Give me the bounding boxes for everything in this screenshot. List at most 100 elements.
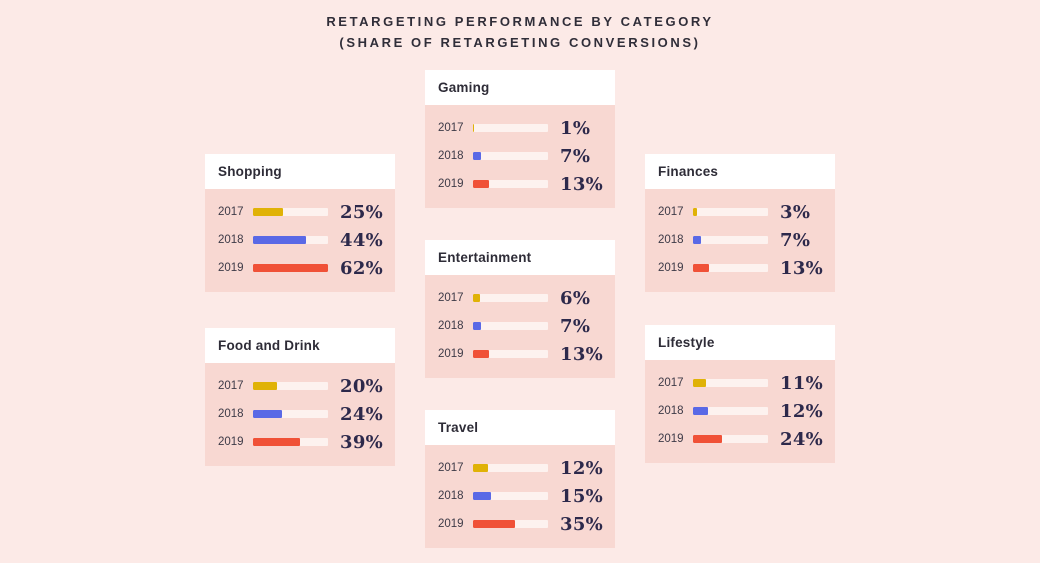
year-label: 2019	[658, 262, 684, 274]
value-label: 13%	[560, 343, 604, 365]
bar-row: 2018 7%	[425, 142, 615, 170]
bar-row: 2017 1%	[425, 114, 615, 142]
bar-row: 2019 13%	[645, 254, 835, 282]
bar-track	[253, 236, 328, 244]
value-label: 12%	[560, 457, 604, 479]
bar-fill	[693, 435, 723, 443]
year-label: 2017	[658, 377, 684, 389]
bar-track	[473, 152, 548, 160]
category-card-finances: Finances 2017 3% 2018 7% 2019 13%	[645, 154, 835, 292]
value-label: 20%	[340, 375, 384, 397]
value-label: 15%	[560, 485, 604, 507]
bar-track	[253, 382, 328, 390]
chart-title-line2: (SHARE OF RETARGETING CONVERSIONS)	[339, 35, 701, 50]
bar-row: 2017 20%	[205, 372, 395, 400]
value-label: 39%	[340, 431, 384, 453]
year-label: 2019	[438, 348, 464, 360]
category-card-lifestyle: Lifestyle 2017 11% 2018 12% 2019 24%	[645, 325, 835, 463]
year-label: 2019	[438, 518, 464, 530]
bar-row: 2019 62%	[205, 254, 395, 282]
bar-row: 2019 35%	[425, 510, 615, 538]
bar-track	[473, 322, 548, 330]
category-card-shopping: Shopping 2017 25% 2018 44% 2019 62%	[205, 154, 395, 292]
bar-row: 2017 12%	[425, 454, 615, 482]
category-card-title: Food and Drink	[218, 338, 320, 353]
bar-track	[473, 294, 548, 302]
category-card-body: 2017 6% 2018 7% 2019 13%	[425, 275, 615, 378]
category-card-travel: Travel 2017 12% 2018 15% 2019 35%	[425, 410, 615, 548]
bar-track	[253, 208, 328, 216]
category-card-body: 2017 25% 2018 44% 2019 62%	[205, 189, 395, 292]
category-card-body: 2017 12% 2018 15% 2019 35%	[425, 445, 615, 548]
bar-track	[253, 438, 328, 446]
category-card-body: 2017 11% 2018 12% 2019 24%	[645, 360, 835, 463]
year-label: 2017	[438, 462, 464, 474]
bar-fill	[253, 438, 301, 446]
category-card-title: Shopping	[218, 164, 282, 179]
value-label: 7%	[780, 229, 811, 251]
year-label: 2017	[438, 122, 464, 134]
category-card-title: Lifestyle	[658, 335, 715, 350]
bar-track	[473, 124, 548, 132]
year-label: 2019	[438, 178, 464, 190]
value-label: 6%	[560, 287, 591, 309]
bar-fill	[473, 180, 489, 188]
bar-row: 2018 7%	[645, 226, 835, 254]
bar-fill	[693, 407, 708, 415]
value-label: 25%	[340, 201, 384, 223]
year-label: 2018	[438, 490, 464, 502]
bar-fill	[473, 322, 482, 330]
bar-row: 2019 24%	[645, 425, 835, 453]
bar-track	[473, 520, 548, 528]
bar-fill	[693, 208, 697, 216]
bar-fill	[693, 379, 707, 387]
bar-fill	[473, 464, 488, 472]
value-label: 12%	[780, 400, 824, 422]
bar-row: 2018 24%	[205, 400, 395, 428]
chart-title-line1: RETARGETING PERFORMANCE BY CATEGORY	[326, 14, 714, 29]
bar-row: 2018 15%	[425, 482, 615, 510]
bar-fill	[473, 520, 516, 528]
year-label: 2019	[218, 262, 244, 274]
year-label: 2018	[438, 150, 464, 162]
bar-row: 2019 13%	[425, 170, 615, 198]
value-label: 7%	[560, 145, 591, 167]
chart-title: RETARGETING PERFORMANCE BY CATEGORY (SHA…	[0, 11, 1040, 53]
bar-track	[693, 407, 768, 415]
bar-track	[253, 410, 328, 418]
bar-row: 2017 6%	[425, 284, 615, 312]
bar-fill	[253, 208, 284, 216]
category-card-body: 2017 1% 2018 7% 2019 13%	[425, 105, 615, 208]
bar-track	[473, 180, 548, 188]
bar-row: 2019 13%	[425, 340, 615, 368]
year-label: 2019	[218, 436, 244, 448]
value-label: 62%	[340, 257, 384, 279]
category-card-gaming: Gaming 2017 1% 2018 7% 2019 13%	[425, 70, 615, 208]
bar-track	[693, 236, 768, 244]
value-label: 24%	[340, 403, 384, 425]
year-label: 2018	[438, 320, 464, 332]
year-label: 2017	[218, 206, 244, 218]
category-card-title: Gaming	[438, 80, 490, 95]
year-label: 2017	[658, 206, 684, 218]
bar-fill	[693, 236, 702, 244]
value-label: 13%	[780, 257, 824, 279]
bar-track	[693, 208, 768, 216]
year-label: 2018	[218, 408, 244, 420]
bar-track	[473, 464, 548, 472]
bar-row: 2018 7%	[425, 312, 615, 340]
year-label: 2017	[218, 380, 244, 392]
bar-row: 2017 25%	[205, 198, 395, 226]
value-label: 1%	[560, 117, 591, 139]
bar-fill	[473, 492, 492, 500]
bar-fill	[253, 382, 278, 390]
year-label: 2018	[658, 234, 684, 246]
bar-fill	[473, 124, 475, 132]
category-card-title: Finances	[658, 164, 719, 179]
value-label: 11%	[780, 372, 824, 394]
category-card-title: Entertainment	[438, 250, 532, 265]
value-label: 44%	[340, 229, 384, 251]
value-label: 3%	[780, 201, 811, 223]
category-card-body: 2017 3% 2018 7% 2019 13%	[645, 189, 835, 292]
